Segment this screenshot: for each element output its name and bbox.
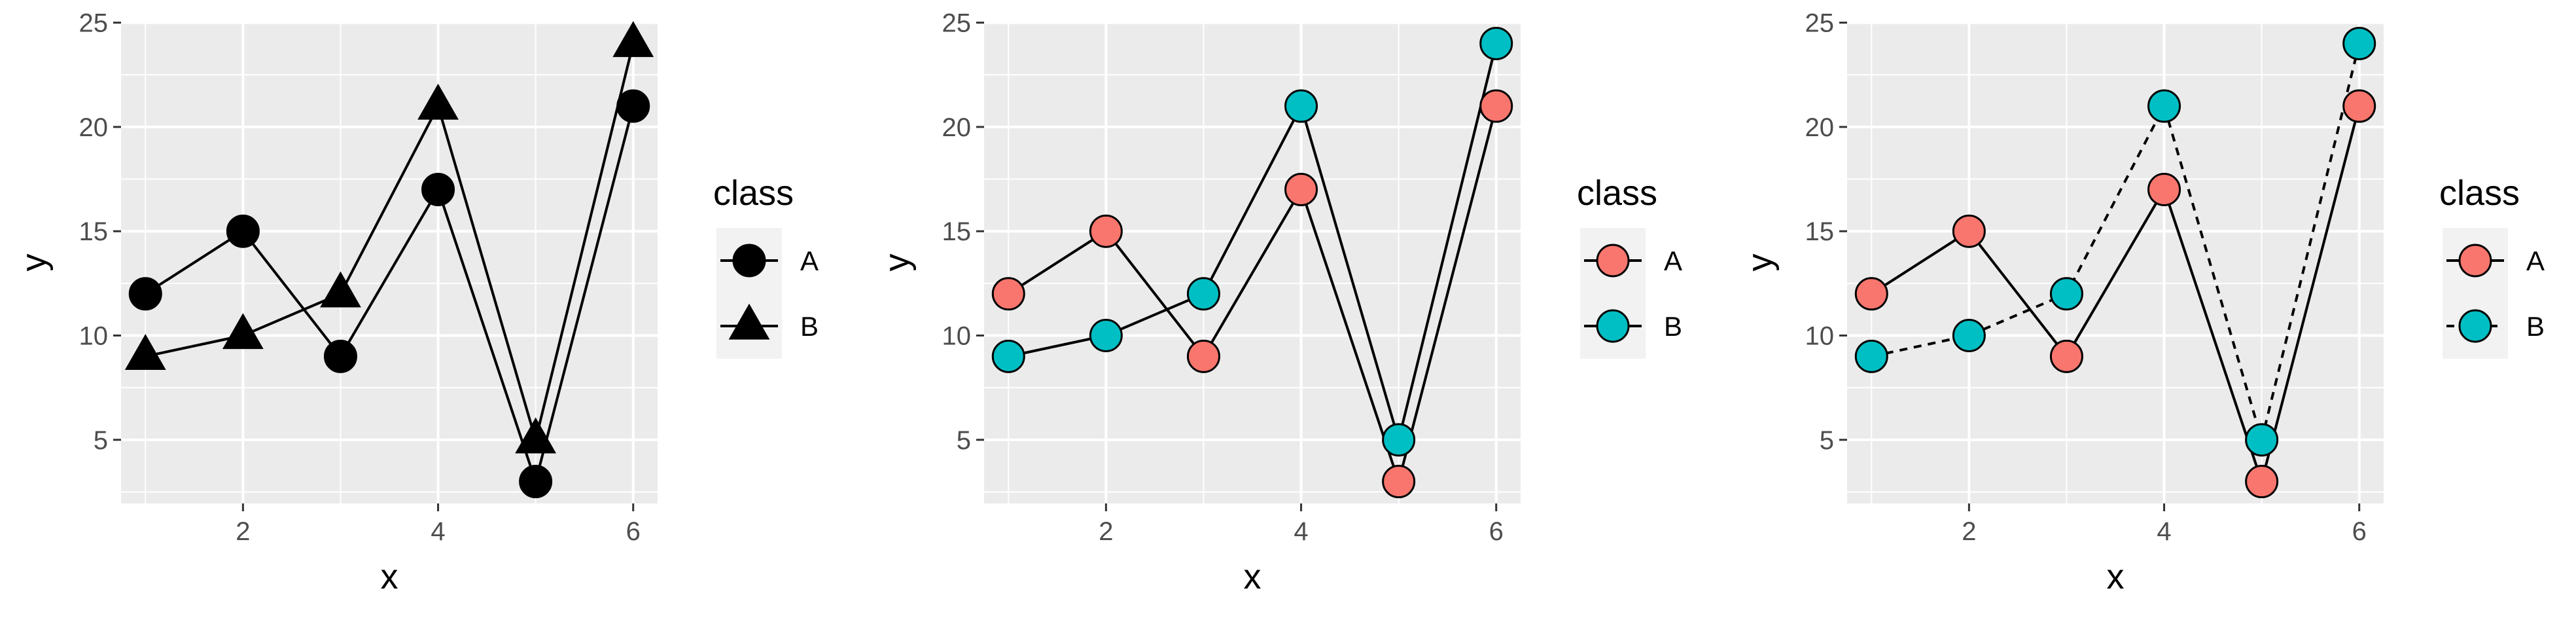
- data-point-A: [128, 277, 162, 311]
- data-point-B: [1854, 339, 1888, 373]
- data-point-A: [2245, 465, 2279, 499]
- x-tick-label: 4: [2157, 517, 2171, 546]
- data-point-B: [222, 313, 264, 350]
- series-line-B: [145, 43, 635, 441]
- x-axis-title: x: [1244, 557, 1262, 596]
- data-point-B: [124, 334, 166, 371]
- legend-label-B: B: [800, 311, 819, 342]
- y-tick-label: 10: [1805, 322, 1835, 351]
- legend-marker-A: [732, 244, 766, 278]
- data-point-B: [515, 417, 557, 454]
- legend: class A B: [1577, 173, 1682, 359]
- legend-title: class: [1577, 173, 1657, 213]
- legend-marker-B: [2458, 309, 2492, 343]
- x-tick-label: 2: [236, 517, 250, 546]
- data-point-B: [1479, 26, 1513, 60]
- legend-label-A: A: [2526, 245, 2545, 276]
- y-tick-label: 5: [94, 426, 108, 455]
- y-tick-label: 15: [942, 217, 972, 246]
- y-tick-label: 10: [942, 322, 972, 351]
- data-point-B: [1089, 319, 1123, 353]
- data-point-B: [991, 339, 1025, 373]
- panel-background: [1847, 22, 2384, 503]
- data-point-A: [323, 339, 357, 373]
- y-tick-label: 25: [1805, 9, 1835, 38]
- data-point-A: [1284, 172, 1318, 206]
- legend-label-B: B: [2526, 311, 2545, 342]
- y-axis-title: y: [14, 254, 54, 272]
- y-tick-label: 15: [1805, 217, 1835, 246]
- data-point-B: [612, 21, 654, 58]
- data-point-A: [1382, 465, 1416, 499]
- x-tick-label: 6: [626, 517, 641, 546]
- x-tick-label: 4: [1294, 517, 1308, 546]
- y-tick-label: 15: [79, 217, 109, 246]
- legend-title: class: [2439, 173, 2520, 213]
- y-axis-title: y: [877, 254, 917, 272]
- x-tick-label: 2: [1099, 517, 1113, 546]
- legend: class A B: [713, 173, 819, 359]
- data-point-A: [1952, 214, 1986, 248]
- plot-panel-2: 2 4 6 5 10 15 20 25 x y class A B: [877, 9, 1682, 596]
- series-line-A: [1008, 105, 1498, 483]
- legend-marker-B: [728, 303, 770, 340]
- series-line-A: [145, 105, 635, 483]
- data-point-A: [421, 172, 455, 206]
- data-point-B: [2147, 89, 2181, 123]
- legend-label-A: A: [800, 245, 819, 276]
- y-tick-label: 20: [79, 113, 109, 142]
- y-tick-label: 10: [79, 322, 109, 351]
- x-tick-label: 6: [1489, 517, 1504, 546]
- x-axis-title: x: [2107, 557, 2125, 596]
- data-point-A: [1089, 214, 1123, 248]
- data-point-A: [2049, 339, 2083, 373]
- x-tick-label: 4: [431, 517, 445, 546]
- y-tick-label: 5: [957, 426, 971, 455]
- data-point-B: [1382, 423, 1416, 457]
- legend-title: class: [713, 173, 794, 213]
- data-point-A: [1186, 339, 1220, 373]
- data-point-A: [2147, 172, 2181, 206]
- y-tick-label: 20: [942, 113, 972, 142]
- legend-marker-A: [2458, 244, 2492, 278]
- legend-marker-B: [1596, 309, 1630, 343]
- legend-marker-A: [1596, 244, 1630, 278]
- panel-background: [984, 22, 1521, 503]
- data-point-A: [616, 89, 650, 123]
- data-point-A: [1854, 277, 1888, 311]
- data-point-B: [1284, 89, 1318, 123]
- y-tick-label: 25: [79, 9, 109, 38]
- legend-label-B: B: [1664, 311, 1682, 342]
- data-point-B: [1952, 319, 1986, 353]
- y-tick-label: 20: [1805, 113, 1835, 142]
- legend: class A B: [2439, 173, 2545, 359]
- data-point-A: [226, 214, 260, 248]
- x-axis-title: x: [381, 557, 398, 596]
- x-tick-label: 6: [2352, 517, 2367, 546]
- data-point-A: [2342, 89, 2376, 123]
- legend-label-A: A: [1664, 245, 1682, 276]
- y-axis-title: y: [1740, 254, 1780, 272]
- plot-panel-3: 2 4 6 5 10 15 20 25 x y class A B: [1740, 9, 2545, 596]
- y-tick-label: 25: [942, 9, 972, 38]
- plot-panel-1: 2 4 6 5 10 15 20 25 x y class A B: [14, 9, 819, 596]
- data-point-B: [2245, 423, 2279, 457]
- panel-background: [121, 22, 658, 503]
- y-tick-label: 5: [1820, 426, 1834, 455]
- data-point-B: [417, 83, 459, 120]
- data-point-A: [519, 465, 553, 499]
- data-point-B: [1186, 277, 1220, 311]
- series-line-A: [1871, 105, 2361, 483]
- data-point-B: [2342, 26, 2376, 60]
- data-point-B: [320, 271, 361, 308]
- x-tick-label: 2: [1962, 517, 1976, 546]
- data-point-B: [2049, 277, 2083, 311]
- data-point-A: [991, 277, 1025, 311]
- data-point-A: [1479, 89, 1513, 123]
